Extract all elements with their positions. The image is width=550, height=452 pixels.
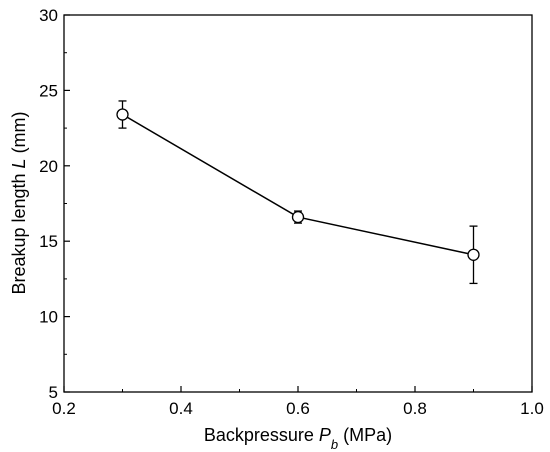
data-point (467, 248, 480, 261)
y-tick-label: 15 (39, 232, 58, 251)
x-axis-title: Backpressure Pb (MPa) (204, 425, 392, 452)
y-axis-title: Breakup length L (mm) (9, 111, 29, 294)
x-tick-label: 0.8 (403, 399, 427, 418)
series-line (122, 113, 474, 256)
y-tick-label: 25 (39, 81, 58, 100)
y-axis: 5 10 15 20 25 30 (39, 6, 70, 402)
data-point (291, 210, 305, 224)
x-tick-label: 0.2 (52, 399, 76, 418)
y-tick-label: 30 (39, 6, 58, 25)
plot-frame (63, 14, 533, 393)
data-point (116, 108, 129, 121)
x-tick-label: 1.0 (520, 399, 544, 418)
x-tick-label: 0.4 (169, 399, 193, 418)
x-tick-label: 0.6 (286, 399, 310, 418)
y-tick-label: 20 (39, 157, 58, 176)
y-tick-label: 5 (49, 383, 58, 402)
x-axis: 0.2 0.4 0.6 0.8 1.0 (52, 386, 544, 418)
y-tick-label: 10 (39, 308, 58, 327)
data-series (116, 100, 480, 285)
